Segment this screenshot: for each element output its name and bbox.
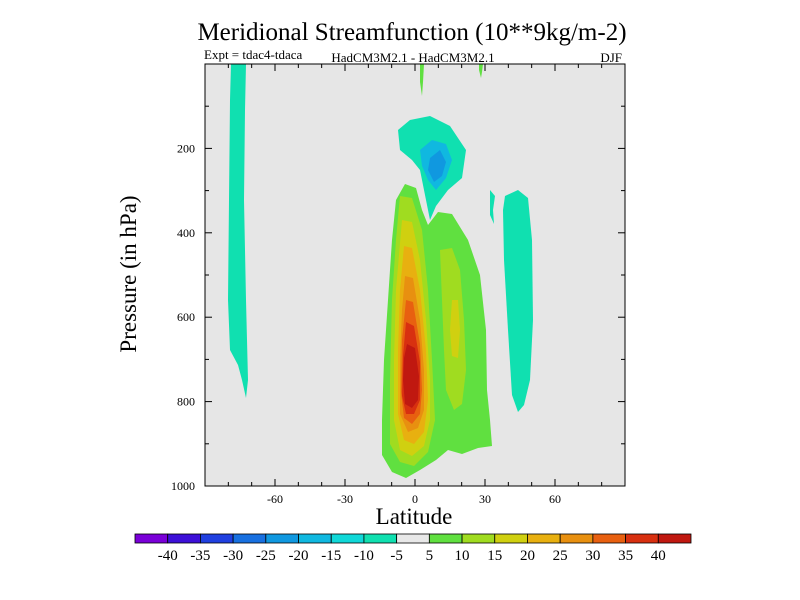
model-label: HadCM3M2.1 - HadCM3M2.1 (331, 50, 494, 65)
colorbar-label: -5 (390, 548, 403, 564)
contour-pos-40 (403, 344, 419, 408)
colorbar: -40 -35 -30 -25 -20 -15 -10 -5 5 10 15 20 25 30 35 40 (134, 533, 692, 564)
colorbar-swatch (527, 533, 561, 544)
colorbar-label: -40 (158, 548, 178, 564)
colorbar-label: -25 (256, 548, 276, 564)
colorbar-swatch (363, 533, 398, 544)
contour-neg-upper-core-inner (428, 150, 446, 182)
contour-pos-spike2 (479, 64, 483, 78)
x-tick-label: 0 (412, 492, 418, 506)
colorbar-swatch (330, 533, 365, 544)
contour-neg-small (490, 190, 495, 224)
y-tick-label: 400 (177, 226, 195, 240)
colorbar-swatch (592, 533, 626, 544)
contour-field (228, 64, 533, 478)
colorbar-label: 25 (553, 548, 568, 564)
y-tick-label: 200 (177, 141, 195, 155)
colorbar-label: 10 (455, 548, 470, 564)
colorbar-swatch (657, 533, 692, 544)
colorbar-swatch (396, 533, 430, 544)
x-tick-label: -30 (337, 492, 353, 506)
colorbar-label: 35 (618, 548, 633, 564)
colorbar-label: -20 (289, 548, 309, 564)
experiment-label: Expt = tdac4-tdaca (204, 47, 303, 62)
colorbar-swatch (428, 533, 463, 544)
chart-title: Meridional Streamfunction (10**9kg/m-2) (197, 19, 626, 46)
colorbar-swatch (494, 533, 528, 544)
contour-pos-15-right (450, 300, 460, 358)
colorbar-label: 5 (426, 548, 434, 564)
colorbar-label: -15 (321, 548, 341, 564)
colorbar-label: -35 (190, 548, 210, 564)
colorbar-swatch (232, 533, 267, 544)
colorbar-label: 30 (585, 548, 600, 564)
x-tick-label: -60 (267, 492, 283, 506)
colorbar-swatch (461, 533, 496, 544)
colorbar-label: 15 (487, 548, 502, 564)
y-tick-label: 800 (177, 395, 195, 409)
y-tick-labels: 200 400 600 800 1000 (171, 141, 195, 493)
colorbar-label: -10 (354, 548, 374, 564)
colorbar-label: 40 (651, 548, 666, 564)
y-axis-label: Pressure (in hPa) (116, 195, 141, 352)
x-tick-labels: -60 -30 0 30 60 (267, 492, 561, 506)
x-axis-label: Latitude (376, 504, 453, 529)
colorbar-swatch (134, 533, 169, 544)
colorbar-label: 20 (520, 548, 535, 564)
y-tick-label: 600 (177, 310, 195, 324)
colorbar-swatch (167, 533, 201, 544)
contour-neg-north (503, 190, 533, 412)
axis-ticks (204, 64, 626, 487)
y-tick-label: 1000 (171, 479, 195, 493)
colorbar-swatch (200, 533, 234, 544)
colorbar-swatch (559, 533, 594, 544)
season-label: DJF (600, 50, 622, 65)
colorbar-swatch (265, 533, 299, 544)
x-tick-label: 30 (479, 492, 491, 506)
x-tick-label: 60 (549, 492, 561, 506)
contour-neg-antarctic (228, 64, 248, 398)
contour-pos-spike1 (420, 64, 424, 96)
colorbar-label: -30 (223, 548, 243, 564)
colorbar-swatch (625, 533, 659, 544)
colorbar-swatch (298, 533, 332, 544)
